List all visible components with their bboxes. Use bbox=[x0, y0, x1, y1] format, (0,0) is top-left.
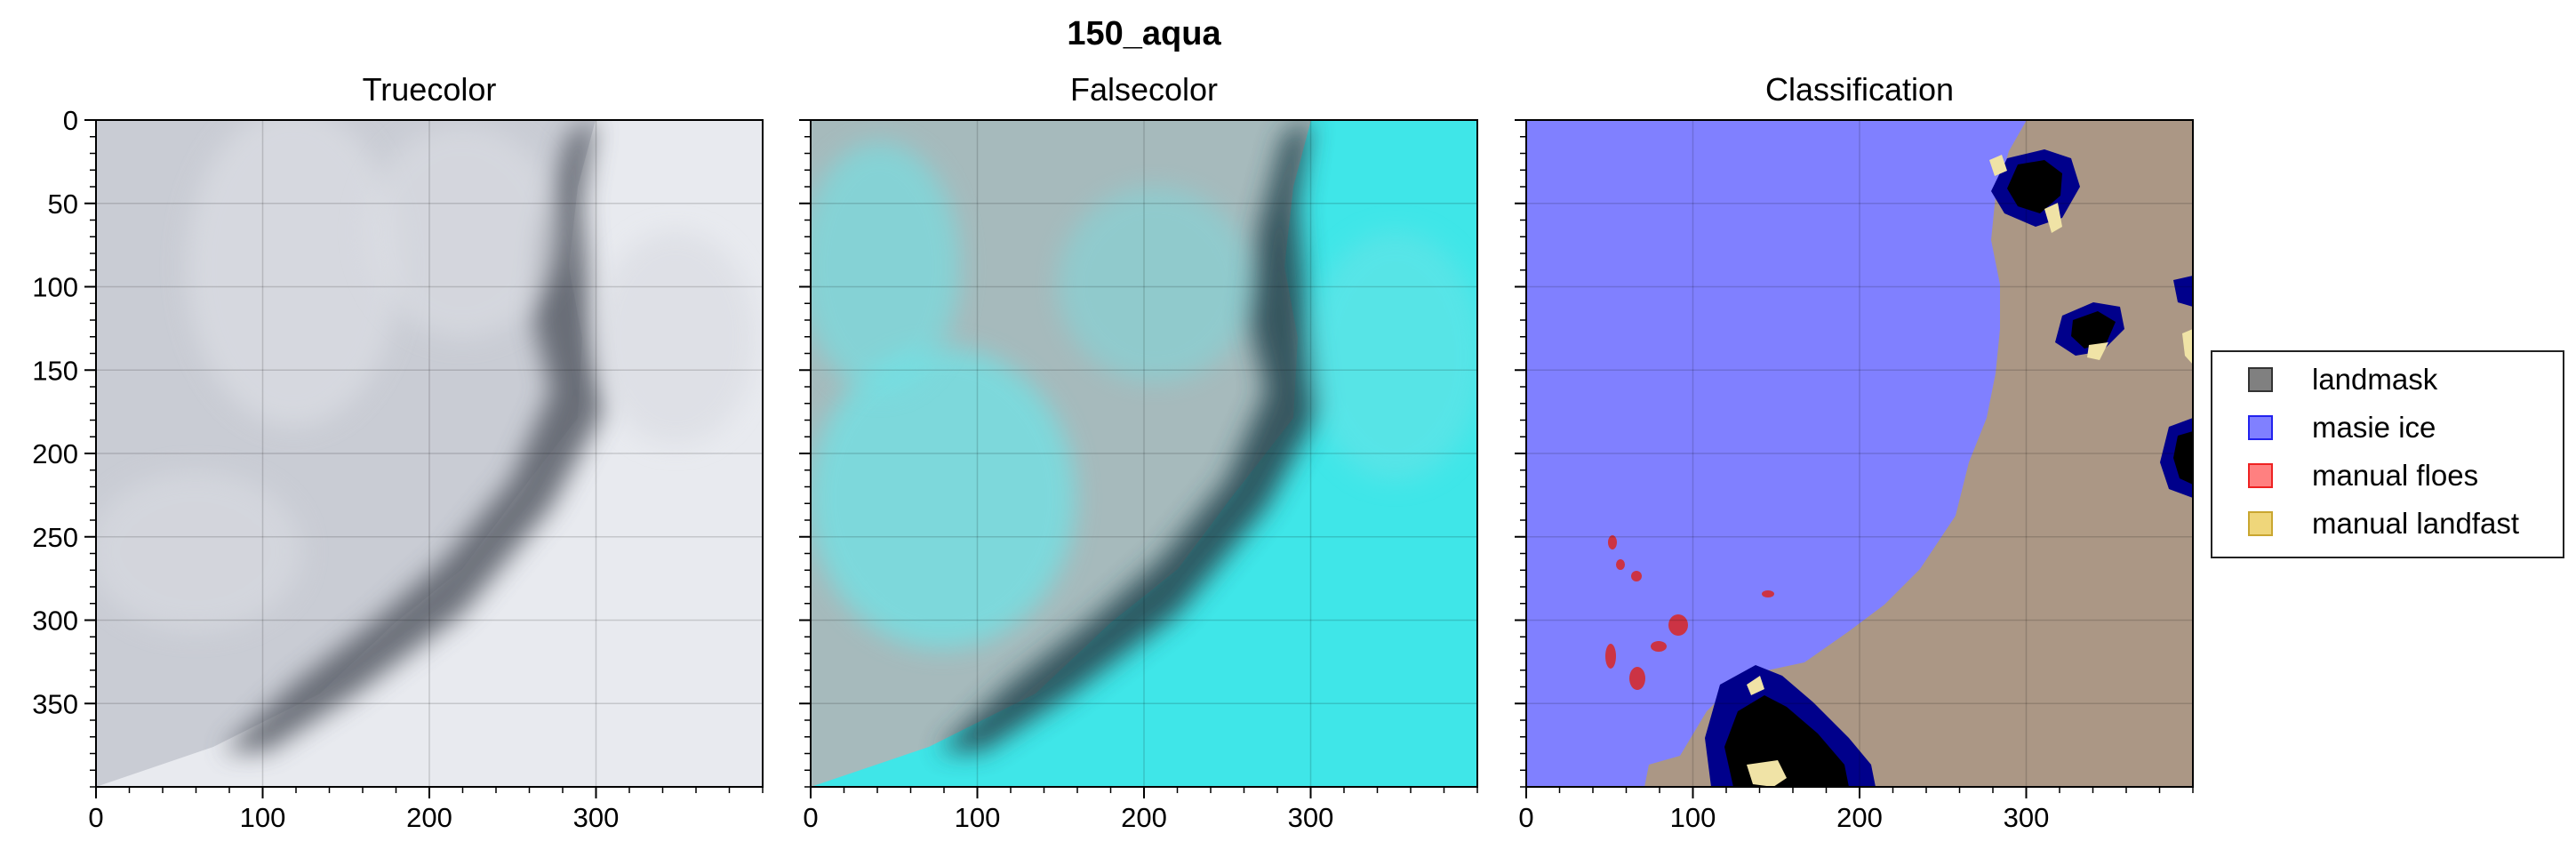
classification-dark-region-4-core bbox=[2173, 431, 2193, 485]
classification-floe-3 bbox=[1631, 571, 1642, 581]
legend-label-masie-ice: masie ice bbox=[2312, 411, 2436, 444]
legend-label-manual-landfast: manual landfast bbox=[2312, 507, 2519, 540]
classification-x-tick-label: 0 bbox=[1518, 802, 1533, 833]
classification-dark-region-2-core bbox=[2071, 311, 2116, 349]
truecolor-image bbox=[96, 120, 763, 787]
truecolor-x-tick-label: 300 bbox=[573, 802, 620, 833]
classification-landfast-4 bbox=[2182, 329, 2193, 365]
truecolor-panel: Truecolor 0 100 200 300 0 50 100 150 200 250 300 35… bbox=[32, 71, 764, 833]
legend-label-landmask: landmask bbox=[2312, 363, 2438, 396]
falsecolor-cloud-4 bbox=[1307, 231, 1477, 480]
truecolor-y-tick-label: 200 bbox=[32, 438, 78, 469]
classification-floe-1 bbox=[1608, 535, 1617, 549]
legend: landmask masie ice manual floes manual land… bbox=[2211, 350, 2564, 558]
figure-title: 150_aqua bbox=[1067, 15, 1221, 52]
classification-x-tick-label: 300 bbox=[2004, 802, 2050, 833]
classification-landmask bbox=[1644, 120, 2193, 787]
classification-x-tick-label: 200 bbox=[1836, 802, 1883, 833]
truecolor-x-tick-label: 200 bbox=[406, 802, 452, 833]
classification-floe-2 bbox=[1616, 559, 1625, 570]
truecolor-x-tick-label: 0 bbox=[88, 802, 103, 833]
truecolor-y-tick-label: 250 bbox=[32, 522, 78, 553]
classification-image bbox=[1526, 120, 2193, 787]
legend-swatch-manual-floes bbox=[2248, 463, 2273, 488]
truecolor-cloud-3 bbox=[96, 471, 302, 631]
classification-landfast-6 bbox=[1747, 676, 1764, 695]
truecolor-y-tick-label: 0 bbox=[63, 105, 78, 136]
truecolor-y-tick-label: 150 bbox=[32, 355, 78, 386]
legend-swatch-manual-landfast bbox=[2248, 511, 2273, 536]
classification-floe-5 bbox=[1651, 641, 1667, 652]
legend-swatch-masie-ice bbox=[2248, 415, 2273, 440]
falsecolor-cloud-1 bbox=[811, 347, 1076, 649]
falsecolor-x-tick-label: 300 bbox=[1288, 802, 1334, 833]
classification-floe-4 bbox=[1668, 614, 1688, 636]
truecolor-y-tick-label: 100 bbox=[32, 272, 78, 303]
classification-floe-7 bbox=[1629, 667, 1645, 690]
classification-dark-region-1-core bbox=[2007, 160, 2062, 213]
classification-panel: Classification bbox=[1515, 71, 2194, 833]
classification-floe-8 bbox=[1762, 590, 1774, 597]
falsecolor-cloud-3 bbox=[1058, 187, 1253, 382]
falsecolor-x-tick-label: 200 bbox=[1121, 802, 1167, 833]
classification-floe-6 bbox=[1605, 644, 1616, 669]
truecolor-y-tick-label: 300 bbox=[32, 605, 78, 637]
legend-swatch-landmask bbox=[2248, 367, 2273, 392]
falsecolor-cloud-2 bbox=[811, 142, 960, 391]
falsecolor-panel: Falsecolor 0 100 200 300 bbox=[799, 71, 1478, 833]
classification-landfast-5 bbox=[1747, 760, 1787, 787]
truecolor-cloud-4 bbox=[596, 231, 756, 445]
falsecolor-x-tick-label: 0 bbox=[803, 802, 818, 833]
classification-dark-region-3 bbox=[2173, 276, 2193, 307]
classification-landfast-3 bbox=[2087, 342, 2108, 360]
falsecolor-open-ocean bbox=[938, 120, 1320, 751]
truecolor-cloud-1 bbox=[187, 120, 400, 427]
classification-landfast-1 bbox=[2044, 203, 2062, 233]
classification-landfast-2 bbox=[1989, 155, 2007, 176]
truecolor-y-tick-label: 350 bbox=[32, 688, 78, 719]
truecolor-x-tick-label: 100 bbox=[240, 802, 286, 833]
falsecolor-x-tick-label: 100 bbox=[955, 802, 1001, 833]
truecolor-cloud-2 bbox=[364, 124, 560, 338]
truecolor-y-tick-label: 50 bbox=[48, 188, 78, 220]
falsecolor-title: Falsecolor bbox=[1070, 71, 1218, 108]
classification-x-tick-label: 100 bbox=[1670, 802, 1716, 833]
truecolor-title: Truecolor bbox=[363, 71, 497, 108]
classification-title: Classification bbox=[1765, 71, 1954, 108]
legend-label-manual-floes: manual floes bbox=[2312, 459, 2478, 492]
truecolor-open-ocean bbox=[222, 120, 604, 751]
falsecolor-image bbox=[811, 120, 1477, 787]
